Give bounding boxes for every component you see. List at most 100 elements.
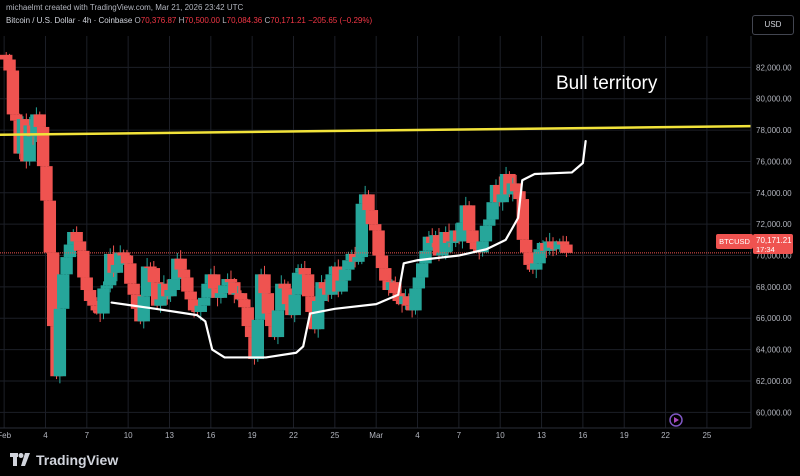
open-label: O	[134, 16, 141, 25]
candle-body	[214, 293, 228, 298]
candle-body	[436, 252, 449, 256]
x-tick-label: 22	[289, 431, 298, 440]
candle-body	[57, 274, 70, 309]
x-tick-label: 16	[578, 431, 587, 440]
candle-body	[271, 310, 285, 338]
candle-body	[530, 263, 543, 270]
candle-body	[335, 280, 348, 292]
candle-body	[419, 250, 432, 264]
tradingview-logo-icon	[10, 453, 30, 466]
price-tag-ticker: BTCUSD	[719, 237, 750, 246]
x-tick-label: 7	[457, 431, 462, 440]
y-tick-label: 76,000.00	[756, 157, 792, 166]
candle-body	[194, 305, 207, 312]
candle-body	[311, 300, 325, 330]
time-axis: Feb 4 7 10 13 16 19 22 25 Mar 4 7 10 13 16 19 22 25	[0, 431, 712, 440]
x-tick-label: 16	[206, 431, 215, 440]
candle-body	[224, 279, 238, 283]
currency-button[interactable]: USD	[752, 15, 794, 35]
x-tick-label: Mar	[369, 431, 383, 440]
candle-body	[127, 283, 140, 295]
open-value: 70,376.87	[140, 16, 177, 25]
candle-body	[244, 326, 258, 338]
candle-body	[533, 249, 546, 264]
candle-body	[486, 202, 499, 220]
brand-name: TradingView	[36, 452, 119, 468]
low-value: 70,084.36	[226, 16, 263, 25]
candle-body	[519, 239, 533, 253]
candle-body	[184, 291, 197, 300]
candle-body	[211, 288, 224, 298]
candle-body	[124, 263, 137, 284]
replay-icon-glyph	[674, 417, 679, 423]
y-tick-label: 68,000.00	[756, 283, 792, 292]
candle-body	[120, 255, 134, 264]
y-tick-label: 74,000.00	[756, 189, 792, 198]
candle-body	[409, 288, 422, 311]
close-label: C	[264, 16, 271, 25]
candle-body	[177, 269, 191, 278]
trend-drawing	[110, 139, 587, 359]
candle-body	[466, 230, 479, 243]
candle-body	[469, 242, 483, 250]
high-value: 70,500.00	[184, 16, 220, 25]
candle-body	[412, 277, 426, 289]
candle-body	[221, 279, 234, 286]
candle-body	[476, 241, 489, 253]
candle-body	[298, 268, 311, 275]
candle-body	[301, 274, 315, 297]
y-tick-label: 62,000.00	[756, 377, 792, 386]
y-tick-label: 64,000.00	[756, 346, 792, 355]
x-tick-label: 25	[702, 431, 711, 440]
x-tick-label: 10	[496, 431, 505, 440]
x-tick-label: 25	[330, 431, 339, 440]
x-tick-label: Feb	[0, 431, 12, 440]
candle-body	[241, 307, 254, 327]
x-tick-label: 13	[165, 431, 174, 440]
y-tick-label: 66,000.00	[756, 314, 792, 323]
candle-body	[77, 250, 90, 278]
price-tag-value-bg	[753, 234, 793, 254]
candle-body	[110, 264, 124, 273]
candle-body	[97, 288, 110, 314]
candle-body	[352, 257, 365, 262]
candle-body	[278, 283, 291, 289]
y-tick-label: 60,000.00	[756, 408, 792, 417]
candle-body	[0, 54, 13, 60]
candle-body	[415, 263, 429, 278]
candle-body	[80, 277, 93, 291]
candle-body	[218, 285, 231, 294]
candle-body	[402, 296, 415, 306]
candle-body	[181, 277, 194, 292]
candle-body	[238, 299, 251, 308]
attribution-text: michaelmt created with TradingView.com, …	[6, 3, 244, 12]
resistance-line	[0, 124, 752, 137]
symbol-name[interactable]: Bitcoin / U.S. Dollar · 4h · Coinbase	[6, 16, 133, 25]
candle-body	[167, 279, 181, 291]
candle-body	[6, 70, 20, 115]
y-tick-label: 72,000.00	[756, 220, 792, 229]
last-price-tag: BTCUSD 70,171.21 17:34	[716, 234, 793, 254]
x-tick-label: 7	[85, 431, 90, 440]
candle-body	[483, 219, 496, 226]
candle-body	[100, 285, 114, 289]
candle-body	[53, 308, 67, 377]
candle-body	[355, 203, 369, 258]
candle-body	[513, 191, 526, 200]
annotation-label: Bull territory	[556, 73, 658, 94]
candle-body	[462, 205, 476, 231]
candle-body	[117, 252, 130, 256]
brand-logo[interactable]: TradingView	[10, 452, 118, 468]
candle-body	[496, 194, 509, 203]
candle-body	[154, 299, 167, 306]
x-tick-label: 4	[415, 431, 420, 440]
price-axis: 60,000.00 62,000.00 64,000.00 66,000.00 68,0…	[756, 63, 792, 417]
footer	[0, 446, 800, 476]
x-tick-label: 4	[43, 431, 48, 440]
candle-body	[258, 274, 271, 294]
candle-body	[389, 282, 402, 294]
candle-body	[147, 268, 161, 283]
low-label: L	[222, 16, 227, 25]
